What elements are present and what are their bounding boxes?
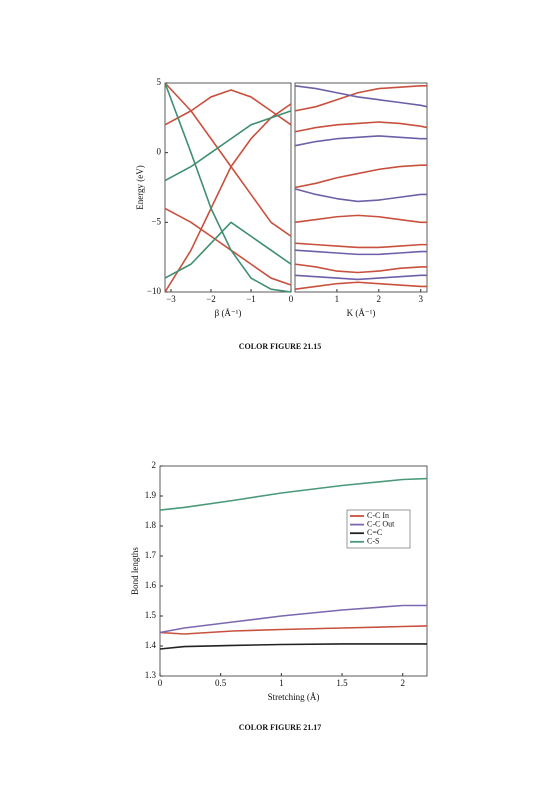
- y-tick-label: 1.9: [145, 490, 157, 500]
- band-line: [164, 207, 292, 286]
- band-line: [294, 188, 427, 203]
- x-tick-label: 0: [289, 294, 294, 304]
- band-line: [294, 214, 427, 224]
- band-line: [294, 249, 427, 256]
- x-axis-label: K (Å⁻¹): [347, 308, 376, 318]
- band-line: [159, 604, 427, 634]
- caption: COLOR FIGURE 21.15: [239, 342, 321, 351]
- x-tick-label: 1: [279, 678, 284, 688]
- legend-label: C-C In: [367, 511, 389, 520]
- y-axis-label: Bond lengths: [130, 547, 140, 595]
- band-line: [294, 274, 427, 281]
- y-tick-label: 1.3: [145, 670, 157, 680]
- band-line: [294, 164, 427, 189]
- band-line: [159, 625, 428, 635]
- y-axis-label: Energy (eV): [135, 165, 145, 210]
- x-axis-label: Stretching (Å): [268, 692, 320, 702]
- x-tick-label: −1: [246, 294, 256, 304]
- x-tick-label: 0: [158, 678, 163, 688]
- x-axis-label: β (Å⁻¹): [215, 308, 242, 318]
- band-line: [294, 84, 428, 108]
- y-tick-label: 1.6: [145, 580, 157, 590]
- x-tick-label: 0.5: [215, 678, 227, 688]
- band-line: [294, 242, 427, 249]
- band-line: [164, 89, 292, 126]
- x-tick-label: 1.5: [336, 678, 348, 688]
- band-line: [294, 135, 427, 147]
- y-tick-label: −5: [151, 216, 161, 226]
- legend-label: C=C: [367, 528, 382, 537]
- x-tick-label: 2: [377, 294, 382, 304]
- y-tick-label: 5: [157, 77, 162, 87]
- band-line: [164, 82, 292, 237]
- plot-frame: [159, 465, 428, 677]
- band-line: [294, 121, 428, 133]
- legend-label: C-C Out: [367, 519, 395, 528]
- x-tick-label: −2: [206, 294, 216, 304]
- band-line: [294, 263, 427, 274]
- y-tick-label: 0: [157, 147, 162, 157]
- x-tick-label: 1: [335, 294, 340, 304]
- y-tick-label: −10: [147, 286, 162, 296]
- band-line: [294, 84, 427, 112]
- legend-label: C-S: [367, 537, 379, 546]
- band-line: [294, 281, 427, 291]
- band-line: [159, 477, 428, 511]
- plot-frame: [164, 82, 292, 293]
- caption: COLOR FIGURE 21.17: [239, 723, 321, 732]
- y-tick-label: 2: [152, 460, 157, 470]
- x-tick-label: −3: [166, 294, 176, 304]
- y-tick-label: 1.8: [145, 520, 157, 530]
- band-line: [164, 82, 292, 293]
- x-tick-label: 3: [418, 294, 423, 304]
- band-line: [164, 110, 292, 182]
- band-line: [164, 221, 292, 279]
- band-line: [159, 643, 427, 650]
- y-tick-label: 1.7: [145, 550, 157, 560]
- y-tick-label: 1.4: [145, 640, 157, 650]
- x-tick-label: 2: [400, 678, 405, 688]
- y-tick-label: 1.5: [145, 610, 157, 620]
- plot-frame: [294, 82, 428, 293]
